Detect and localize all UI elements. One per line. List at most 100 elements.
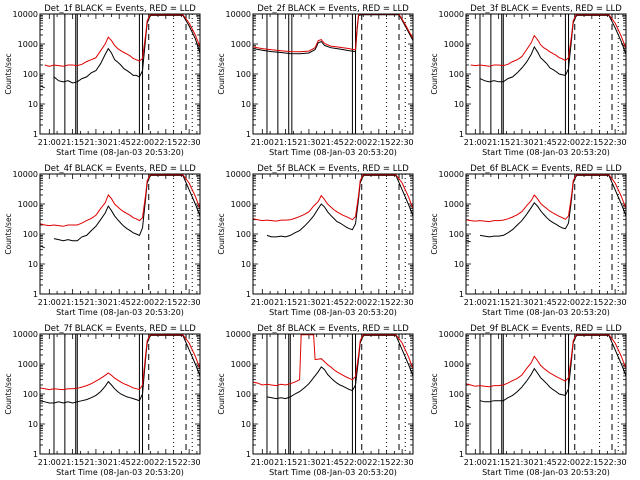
series-line-events (466, 174, 626, 243)
plot-frame (465, 13, 627, 135)
x-axis-label: Start Time (08-Jan-03 20:53:20) (56, 308, 184, 317)
x-axis-label: Start Time (08-Jan-03 20:53:20) (482, 308, 610, 317)
y-axis-label: Counts/sec (217, 373, 226, 414)
chart-title: Det_1f BLACK = Events, RED = LLD (44, 4, 196, 14)
series-line-events (40, 334, 200, 404)
y-tick-label: 100 (236, 70, 251, 79)
plot-frame (465, 333, 627, 455)
x-tick-label: 22:00 (557, 458, 580, 467)
y-tick-label: 1000 (18, 40, 38, 49)
series-line-lld (253, 334, 413, 387)
y-axis-label: Counts/sec (4, 53, 13, 94)
chart-panel-5: Det_5f BLACK = Events, RED = LLD 1 10 100 10… (217, 164, 414, 317)
x-axis-label: Start Time (08-Jan-03 20:53:20) (482, 468, 610, 477)
chart-title: Det_9f BLACK = Events, RED = LLD (470, 324, 622, 334)
chart-panel-6: Det_6f BLACK = Events, RED = LLD 1 10 100 10… (430, 164, 627, 317)
y-tick-label: 100 (449, 230, 464, 239)
x-tick-label: 21:00 (38, 458, 61, 467)
x-tick-label: 21:00 (251, 138, 274, 147)
y-axis-label: Counts/sec (430, 213, 439, 254)
x-tick-label: 22:15 (154, 138, 177, 147)
chart-title: Det_4f BLACK = Events, RED = LLD (44, 164, 196, 174)
x-tick-label: 21:30 (84, 458, 107, 467)
x-tick-label: 22:30 (604, 298, 627, 307)
y-tick-label: 100 (449, 70, 464, 79)
x-tick-label: 21:15 (61, 458, 84, 467)
x-tick-label: 22:00 (557, 298, 580, 307)
x-tick-label: 21:00 (251, 298, 274, 307)
x-tick-label: 21:15 (274, 298, 297, 307)
y-tick-label: 10000 (13, 330, 38, 339)
series-line-lld (466, 174, 626, 223)
y-tick-label: 1 (246, 290, 251, 299)
x-tick-label: 21:30 (510, 298, 533, 307)
y-tick-label: 10000 (13, 170, 38, 179)
x-axis-label: Start Time (08-Jan-03 20:53:20) (482, 148, 610, 157)
series-line-lld (40, 174, 200, 227)
series-line-events (253, 334, 413, 403)
x-tick-label: 22:00 (344, 298, 367, 307)
y-tick-label: 10 (454, 420, 464, 429)
x-axis-label: Start Time (08-Jan-03 20:53:20) (269, 308, 397, 317)
y-tick-label: 1000 (444, 200, 464, 209)
x-tick-label: 21:00 (464, 458, 487, 467)
x-tick-label: 21:45 (108, 298, 131, 307)
x-tick-label: 22:30 (604, 138, 627, 147)
y-tick-label: 1 (33, 450, 38, 459)
plot-frame (39, 173, 201, 295)
x-tick-label: 22:30 (178, 138, 201, 147)
y-tick-label: 100 (23, 390, 38, 399)
chart-title: Det_8f BLACK = Events, RED = LLD (257, 324, 409, 334)
x-tick-label: 21:45 (534, 298, 557, 307)
x-tick-label: 22:30 (604, 458, 627, 467)
y-axis-label: Counts/sec (217, 53, 226, 94)
y-tick-label: 1000 (231, 360, 251, 369)
x-tick-label: 22:00 (131, 458, 154, 467)
x-tick-label: 21:30 (297, 458, 320, 467)
y-tick-label: 10000 (226, 170, 251, 179)
y-tick-label: 10 (241, 420, 251, 429)
y-axis-label: Counts/sec (4, 373, 13, 414)
y-tick-label: 10000 (226, 10, 251, 19)
y-tick-label: 1 (246, 450, 251, 459)
x-tick-label: 21:30 (510, 458, 533, 467)
y-axis-label: Counts/sec (430, 373, 439, 414)
series-line-events (253, 174, 413, 243)
x-tick-label: 21:15 (487, 138, 510, 147)
x-tick-label: 22:30 (178, 298, 201, 307)
y-tick-label: 10 (28, 420, 38, 429)
x-axis-label: Start Time (08-Jan-03 20:53:20) (56, 148, 184, 157)
y-tick-label: 1000 (231, 40, 251, 49)
y-tick-label: 1 (459, 130, 464, 139)
x-tick-label: 21:45 (108, 458, 131, 467)
chart-panel-8: Det_8f BLACK = Events, RED = LLD 1 10 100 10… (217, 324, 414, 477)
x-tick-label: 22:00 (131, 138, 154, 147)
series-line-lld (253, 14, 413, 53)
y-tick-label: 1000 (18, 360, 38, 369)
x-axis-label: Start Time (08-Jan-03 20:53:20) (269, 148, 397, 157)
y-tick-label: 10000 (13, 10, 38, 19)
x-tick-label: 21:15 (274, 458, 297, 467)
y-tick-label: 100 (23, 70, 38, 79)
y-tick-label: 10000 (439, 10, 464, 19)
x-tick-label: 22:15 (367, 138, 390, 147)
y-tick-label: 1 (459, 450, 464, 459)
series-line-events (466, 14, 626, 89)
y-tick-label: 1 (33, 290, 38, 299)
y-tick-label: 10 (241, 100, 251, 109)
chart-panel-4: Det_4f BLACK = Events, RED = LLD 1 10 100 10… (4, 164, 201, 317)
y-tick-label: 10000 (439, 330, 464, 339)
plot-frame (39, 13, 201, 135)
y-tick-label: 100 (236, 230, 251, 239)
x-tick-label: 21:45 (321, 458, 344, 467)
x-tick-label: 21:15 (274, 138, 297, 147)
y-tick-label: 10 (28, 260, 38, 269)
x-tick-label: 21:15 (487, 458, 510, 467)
series-line-lld (470, 14, 626, 67)
x-tick-label: 22:15 (580, 458, 603, 467)
y-tick-label: 100 (236, 390, 251, 399)
x-tick-label: 22:15 (154, 458, 177, 467)
chart-title: Det_2f BLACK = Events, RED = LLD (257, 4, 409, 14)
x-tick-label: 21:45 (534, 138, 557, 147)
